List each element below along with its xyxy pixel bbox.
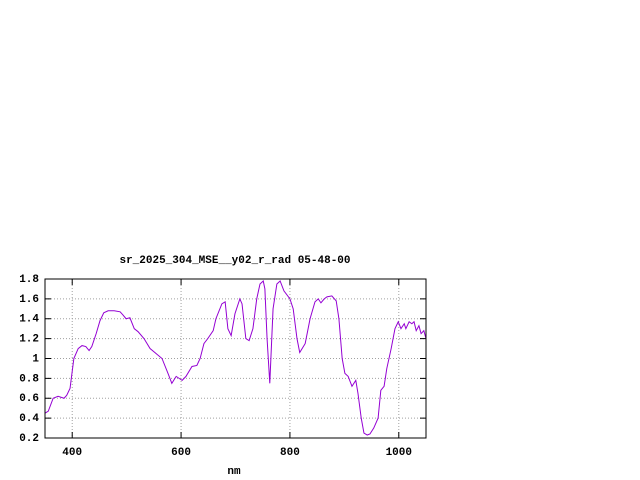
y-tick-label: 1 bbox=[32, 353, 39, 365]
chart-title: sr_2025_304_MSE__y02_r_rad 05-48-00 bbox=[119, 255, 350, 267]
data-line bbox=[44, 280, 427, 436]
plot-frame bbox=[44, 278, 427, 439]
x-tick-label: 600 bbox=[171, 447, 191, 459]
y-tick-label: 0.4 bbox=[19, 413, 39, 425]
y-tick-label: 1.8 bbox=[19, 274, 39, 286]
x-tick-label: 800 bbox=[280, 447, 300, 459]
x-tick-label: 400 bbox=[62, 447, 82, 459]
y-tick-label: 1.6 bbox=[19, 294, 39, 306]
y-tick-label: 0.6 bbox=[19, 393, 39, 405]
x-axis-label: nm bbox=[227, 466, 241, 478]
y-tick-label: 0.2 bbox=[19, 433, 39, 445]
y-tick-label: 0.8 bbox=[19, 373, 39, 385]
y-tick-label: 1.4 bbox=[19, 314, 39, 326]
y-tick-label: 1.2 bbox=[19, 334, 39, 346]
x-tick-label: 1000 bbox=[386, 447, 412, 459]
